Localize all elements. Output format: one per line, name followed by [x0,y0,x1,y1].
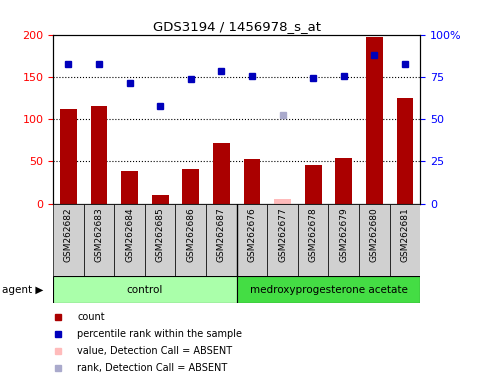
Bar [328,204,359,276]
Text: GSM262687: GSM262687 [217,207,226,262]
Bar [213,143,230,204]
Bar [206,204,237,276]
Text: GSM262681: GSM262681 [400,207,410,262]
Bar [121,171,138,204]
Bar [237,204,267,276]
Bar [274,199,291,204]
Bar [243,159,260,204]
Bar [335,158,352,204]
Text: GSM262678: GSM262678 [309,207,318,262]
Bar [114,204,145,276]
Bar [237,276,420,303]
Bar [305,165,322,204]
Bar [53,276,237,303]
Text: GSM262685: GSM262685 [156,207,165,262]
Bar [60,109,77,204]
Text: rank, Detection Call = ABSENT: rank, Detection Call = ABSENT [77,363,227,373]
Bar [152,195,169,204]
Text: control: control [127,285,163,295]
Bar [183,169,199,204]
Text: GSM262684: GSM262684 [125,207,134,262]
Bar [91,106,107,204]
Text: agent ▶: agent ▶ [2,285,43,295]
Bar [84,204,114,276]
Text: GSM262682: GSM262682 [64,207,73,262]
Text: percentile rank within the sample: percentile rank within the sample [77,329,242,339]
Text: value, Detection Call = ABSENT: value, Detection Call = ABSENT [77,346,232,356]
Text: GSM262683: GSM262683 [95,207,103,262]
Text: count: count [77,312,105,322]
Text: medroxyprogesterone acetate: medroxyprogesterone acetate [250,285,407,295]
Text: GSM262680: GSM262680 [370,207,379,262]
Bar [298,204,328,276]
Bar [366,37,383,204]
Bar [175,204,206,276]
Text: GSM262676: GSM262676 [247,207,256,262]
Bar [53,204,84,276]
Bar [390,204,420,276]
Text: GSM262679: GSM262679 [339,207,348,262]
Title: GDS3194 / 1456978_s_at: GDS3194 / 1456978_s_at [153,20,321,33]
Bar [145,204,175,276]
Text: GSM262677: GSM262677 [278,207,287,262]
Bar [359,204,390,276]
Bar [267,204,298,276]
Text: GSM262686: GSM262686 [186,207,195,262]
Bar [397,98,413,204]
